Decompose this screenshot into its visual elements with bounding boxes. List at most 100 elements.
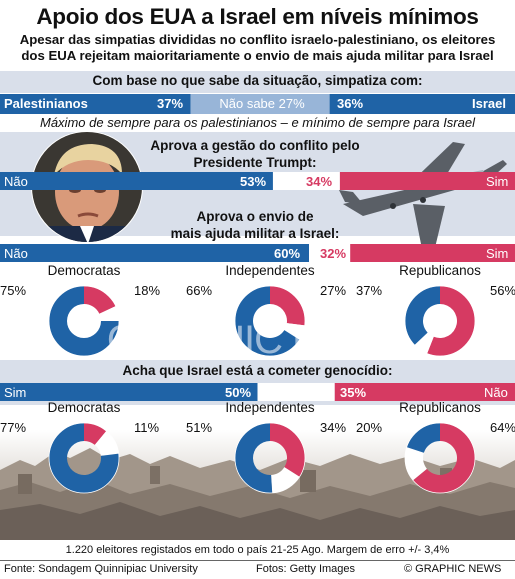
aid-yes-label: Sim — [486, 246, 509, 261]
aid-bar-chart — [0, 244, 515, 262]
genocide-democratas-right-pct: 11% — [134, 420, 160, 435]
genocide-republicanos-slice-gap — [405, 447, 427, 481]
aid-independentes-right-pct: 27% — [320, 283, 347, 298]
genocide-independentes-ring — [234, 422, 306, 494]
sympathy-middle-label: Não sabe 27% — [219, 96, 305, 111]
genocide-democratas-slice-red — [84, 423, 107, 445]
caption: Máximo de sempre para os palestinianos –… — [40, 115, 475, 130]
aid-independentes-slice-gap — [284, 323, 305, 340]
aid-independentes-ring — [234, 285, 306, 357]
genocide-no-pct: 35% — [340, 385, 367, 400]
subtitle-line-1: Apesar das simpatias divididas no confli… — [19, 32, 496, 47]
footnote: 1.220 eleitores registados em todo o paí… — [65, 544, 450, 556]
aid-no-label: Não — [4, 246, 28, 261]
sympathy-right-pct: 36% — [337, 96, 364, 111]
aid-republicanos-party-label: Republicanos — [399, 263, 481, 278]
aid-yes-pct: 32% — [320, 246, 347, 261]
aid-democratas-party-label: Democratas — [47, 263, 121, 278]
genocide-independentes-donut — [234, 422, 306, 494]
trump-no-pct: 53% — [240, 174, 267, 189]
aid-bar-gap — [309, 244, 351, 262]
fighter-jet-image — [339, 142, 507, 256]
sympathy-left-label: Palestinianos — [4, 96, 88, 111]
trump-question: Aprova a gestão do conflito pelo Preside… — [150, 137, 360, 171]
genocide-independentes-slice-gap — [271, 467, 300, 493]
aid-independentes-slice-red — [270, 286, 305, 326]
aid-democratas-donut — [48, 285, 120, 357]
aid-question-line-2: mais ajuda militar a Israel: — [170, 226, 340, 241]
genocide-yes-pct: 50% — [225, 385, 252, 400]
genocide-republicanos-party-label: Republicanos — [399, 400, 481, 415]
aid-republicanos-right-pct: 56% — [490, 283, 515, 298]
aid-democratas-right-pct: 18% — [134, 283, 161, 298]
genocide-bar-yes — [0, 383, 258, 401]
subtitle-line-2: dos EUA rejeitam maioritariamente o envi… — [21, 48, 494, 63]
trump-no-label: Não — [4, 174, 28, 189]
trump-yes-label: Sim — [486, 174, 509, 189]
sympathy-question: Com base no que sabe da situação, simpat… — [92, 73, 423, 88]
genocide-independentes-slice-red — [270, 423, 305, 477]
genocide-bar-no — [334, 383, 515, 401]
genocide-bar-chart — [0, 383, 515, 401]
sympathy-left-pct: 37% — [157, 96, 184, 111]
page-title: Apoio dos EUA a Israel em níveis mínimos — [36, 4, 479, 29]
sympathy-bar-dontknow — [190, 94, 330, 114]
genocide-question: Acha que Israel está a cometer genocídio… — [122, 363, 393, 378]
genocide-republicanos-left-pct: 20% — [356, 420, 383, 435]
genocide-republicanos-donut — [404, 422, 476, 494]
genocide-no-label: Não — [484, 385, 508, 400]
genocide-democratas-left-pct: 77% — [0, 420, 27, 435]
aid-republicanos-slice-red — [427, 286, 475, 356]
aid-independentes-party-label: Independentes — [225, 263, 315, 278]
aid-question: Aprova o envio de mais ajuda militar a I… — [150, 208, 360, 242]
aid-no-pct: 60% — [274, 246, 301, 261]
aid-bar-no — [0, 244, 309, 262]
trump-question-line-1: Aprova a gestão do conflito pelo — [150, 138, 360, 153]
aid-republicanos-ring — [404, 285, 476, 357]
genocide-independentes-slice-blue — [234, 423, 273, 493]
aid-republicanos-donut — [404, 285, 476, 357]
sympathy-bar-chart — [0, 94, 515, 114]
trump-question-line-2: Presidente Trumpt: — [193, 155, 317, 170]
source: Fonte: Sondagem Quinnipiac University — [4, 563, 198, 575]
genocide-yes-label: Sim — [4, 385, 27, 400]
sympathy-bar-israel — [329, 94, 515, 114]
genocide-democratas-slice-gap — [94, 431, 119, 456]
aid-democratas-slice-blue — [48, 286, 119, 356]
genocide-bar-gap — [257, 383, 335, 401]
aid-independentes-left-pct: 66% — [186, 283, 213, 298]
aid-independentes-slice-blue — [235, 286, 300, 356]
trump-yes-pct: 34% — [306, 174, 333, 189]
sympathy-right-label: Israel — [472, 96, 506, 111]
genocide-republicanos-slice-blue — [406, 423, 440, 453]
genocide-democratas-donut — [48, 422, 120, 494]
genocide-democratas-slice-blue — [49, 423, 119, 493]
genocide-independentes-right-pct: 34% — [320, 420, 347, 435]
page-subtitle: Apesar das simpatias divididas no confli… — [0, 32, 515, 64]
footer-divider — [0, 560, 515, 561]
trump-bar-yes — [339, 172, 515, 190]
trump-bar-gap — [272, 172, 340, 190]
genocide-democratas-party-label: Democratas — [47, 400, 121, 415]
photo-credit: Fotos: Getty Images — [256, 563, 356, 575]
genocide-republicanos-slice-red — [413, 423, 475, 493]
sympathy-bar-palestinians — [0, 94, 191, 114]
trump-bar-no — [0, 172, 273, 190]
aid-bar-yes — [350, 244, 515, 262]
aid-democratas-left-pct: 75% — [0, 283, 27, 298]
genocide-republicanos-ring — [404, 422, 476, 494]
trump-bar-chart — [0, 172, 515, 190]
footnote-band — [0, 540, 515, 560]
genocide-republicanos-right-pct: 64% — [490, 420, 515, 435]
genocide-democratas-ring — [48, 422, 120, 494]
aid-democratas-slice-gap — [99, 306, 119, 321]
aid-republicanos-slice-gap — [414, 332, 434, 354]
genocide-independentes-left-pct: 51% — [186, 420, 213, 435]
genocide-independentes-party-label: Independentes — [225, 400, 315, 415]
aid-independentes-donut — [234, 285, 306, 357]
aid-republicanos-slice-blue — [405, 286, 440, 345]
aid-democratas-ring — [48, 285, 120, 357]
watermark: GRAPHIC NEWS — [106, 318, 409, 362]
aid-question-line-1: Aprova o envio de — [196, 209, 314, 224]
